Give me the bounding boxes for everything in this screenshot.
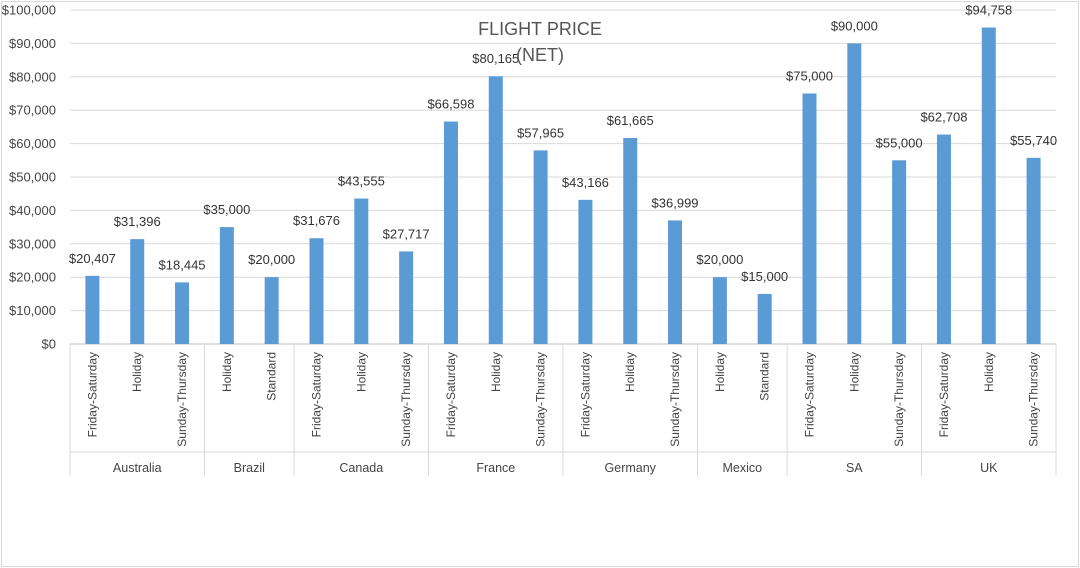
data-label: $57,965	[517, 125, 564, 140]
bar	[443, 121, 458, 344]
group-label: France	[476, 461, 515, 475]
gridlines	[70, 9, 1056, 345]
bar	[399, 251, 414, 344]
bar	[892, 160, 907, 344]
y-tick-label: $20,000	[9, 270, 56, 285]
category-label: Holiday	[982, 352, 996, 392]
category-label: Friday-Saturday	[85, 352, 99, 437]
bar	[936, 134, 951, 344]
group-label: Germany	[605, 461, 657, 475]
data-label: $90,000	[831, 18, 878, 33]
bar	[264, 277, 279, 344]
category-label: Holiday	[713, 352, 727, 392]
y-tick-label: $60,000	[9, 136, 56, 151]
category-label: Sunday-Thursday	[892, 352, 906, 447]
bar	[175, 282, 190, 344]
group-label: Brazil	[234, 461, 265, 475]
group-label: Canada	[339, 461, 383, 475]
chart-title-line1: FLIGHT PRICE	[478, 19, 602, 39]
category-label: Sunday-Thursday	[534, 352, 548, 447]
y-tick-label: $50,000	[9, 170, 56, 185]
data-label: $27,717	[383, 226, 430, 241]
bar	[488, 76, 503, 344]
data-label: $35,000	[203, 202, 250, 217]
data-label: $80,165	[472, 51, 519, 66]
data-label: $20,407	[69, 251, 116, 266]
data-label: $61,665	[607, 113, 654, 128]
bar	[712, 277, 727, 344]
category-label: Friday-Saturday	[444, 352, 458, 437]
category-label: Holiday	[354, 352, 368, 392]
bar	[533, 150, 548, 344]
y-axis-ticks: $0 $10,000 $20,000 $30,000 $40,000 $50,000 $60…	[2, 3, 56, 352]
group-label: Australia	[113, 461, 162, 475]
data-label: $31,396	[114, 214, 161, 229]
y-tick-label: $0	[42, 337, 56, 352]
y-tick-label: $10,000	[9, 303, 56, 318]
bar	[85, 275, 100, 344]
bar	[219, 227, 234, 344]
category-label: Friday-Saturday	[578, 352, 592, 437]
data-label: $18,445	[159, 257, 206, 272]
data-label: $43,166	[562, 175, 609, 190]
y-tick-label: $40,000	[9, 203, 56, 218]
data-label: $20,000	[696, 252, 743, 267]
category-label: Friday-Saturday	[310, 352, 324, 437]
category-label: Sunday-Thursday	[668, 352, 682, 447]
bar	[847, 43, 862, 345]
bar	[1026, 157, 1041, 344]
data-label: $94,758	[965, 3, 1012, 18]
category-label: Holiday	[220, 352, 234, 392]
category-label: Holiday	[847, 352, 861, 392]
data-label: $66,598	[427, 97, 474, 112]
data-label: $55,000	[876, 135, 923, 150]
category-label: Holiday	[623, 352, 637, 392]
category-label: Sunday-Thursday	[175, 352, 189, 447]
category-label: Standard	[265, 352, 279, 401]
data-label: $36,999	[652, 195, 699, 210]
x-axis: Friday-Saturday Holiday Sunday-Thursday Aus…	[69, 344, 1057, 476]
category-label: Sunday-Thursday	[399, 352, 413, 447]
data-labels: $20,407 $31,396 $18,445 $35,000 $20,000 $31,6…	[69, 3, 1057, 284]
category-label: Standard	[758, 352, 772, 401]
data-label: $75,000	[786, 69, 833, 84]
group-label: SA	[846, 461, 863, 475]
bars	[85, 27, 1041, 345]
data-label: $15,000	[741, 269, 788, 284]
chart-title-line2: (NET)	[516, 45, 564, 65]
bar	[130, 239, 145, 344]
bar	[981, 27, 996, 345]
y-tick-label: $80,000	[9, 69, 56, 84]
category-label: Friday-Saturday	[803, 352, 817, 437]
group-label: UK	[980, 461, 998, 475]
bar	[623, 138, 638, 344]
bar	[354, 198, 369, 344]
data-label: $31,676	[293, 213, 340, 228]
bar	[802, 93, 817, 344]
y-tick-label: $30,000	[9, 236, 56, 251]
y-tick-label: $90,000	[9, 36, 56, 51]
group-label: Mexico	[722, 461, 762, 475]
data-label: $43,555	[338, 174, 385, 189]
y-tick-label: $100,000	[2, 3, 56, 18]
category-label: Friday-Saturday	[937, 352, 951, 437]
bar	[578, 199, 593, 344]
bar	[668, 220, 683, 344]
bar	[309, 238, 324, 344]
data-label: $20,000	[248, 252, 295, 267]
bar	[757, 293, 772, 344]
category-label: Sunday-Thursday	[1027, 352, 1041, 447]
category-label: Holiday	[489, 352, 503, 392]
data-label: $62,708	[920, 110, 967, 125]
data-label: $55,740	[1010, 133, 1057, 148]
y-tick-label: $70,000	[9, 103, 56, 118]
category-label: Holiday	[130, 352, 144, 392]
